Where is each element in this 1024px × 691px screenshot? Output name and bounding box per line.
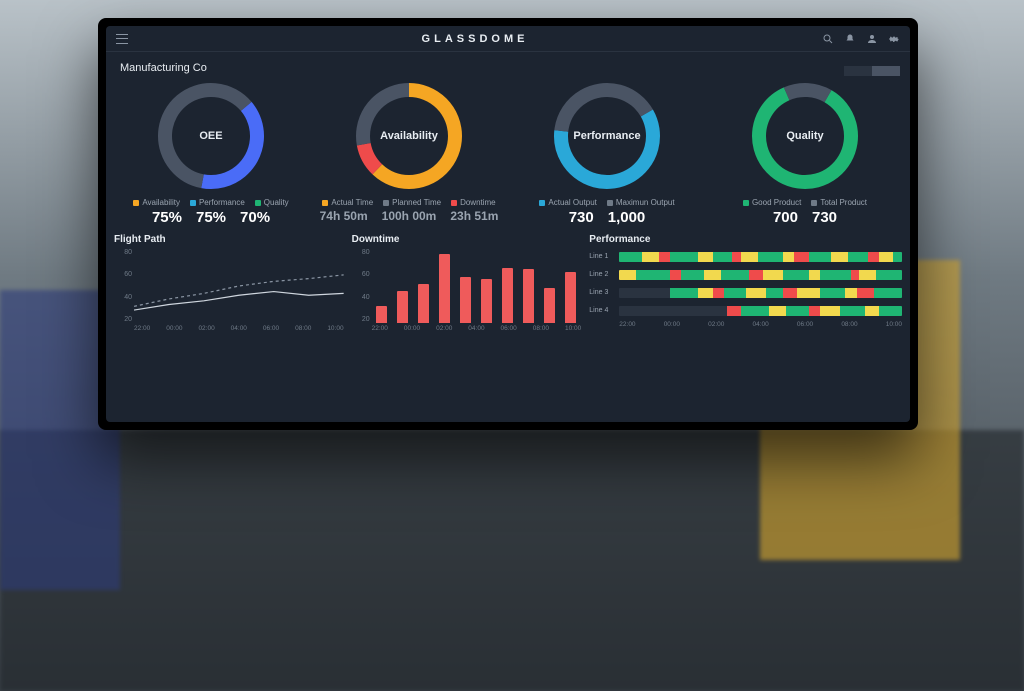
donut-label: OEE	[155, 80, 267, 192]
topbar: GLASSDOME	[106, 26, 910, 52]
downtime-chart: Downtime 80604020 22:0000:0002:0004:0006…	[352, 234, 584, 337]
downtime-bar	[544, 288, 555, 323]
perf-line-row: Line 2	[589, 267, 902, 282]
metrics: 75%75%70%	[152, 209, 270, 226]
flight-path-chart: Flight Path 80604020 22:0000:0002:0004:0…	[114, 234, 346, 337]
donut: Availability	[353, 80, 465, 192]
gauge-quality: Quality Good ProductTotal Product 700730	[706, 76, 904, 226]
user-icon[interactable]	[866, 33, 878, 45]
downtime-bar	[523, 269, 534, 323]
perf-line-label: Line 2	[589, 271, 619, 278]
legend-item: Quality	[255, 198, 289, 207]
legend-item: Downtime	[451, 198, 496, 207]
downtime-bar	[397, 291, 408, 323]
legend-item: Maximun Output	[607, 198, 675, 207]
chart-title: Performance	[589, 234, 902, 245]
legend-item: Actual Time	[322, 198, 373, 207]
downtime-bar	[502, 268, 513, 324]
chart-title: Flight Path	[114, 234, 346, 245]
metrics: 730 1,000	[569, 209, 646, 226]
perf-line-label: Line 3	[589, 289, 619, 296]
legend-item: Planned Time	[383, 198, 441, 207]
metric-value: 730	[569, 209, 594, 226]
dashboard-screen: GLASSDOME Manufacturing Co OEE Availabil…	[106, 26, 910, 422]
search-icon[interactable]	[822, 33, 834, 45]
gauges-row: OEE AvailabilityPerformanceQuality 75%75…	[106, 76, 910, 226]
metric-value: 1,000	[608, 209, 646, 226]
gear-icon[interactable]	[888, 33, 900, 45]
legend-item: Good Product	[743, 198, 801, 207]
metric-value: 700	[773, 209, 798, 226]
legend: Actual Time Planned Time Downtime	[322, 198, 495, 207]
metric-value: 70%	[240, 209, 270, 226]
metric-value: 23h 51m	[450, 209, 498, 223]
metric-value: 75%	[152, 209, 182, 226]
donut-label: Performance	[551, 80, 663, 192]
perf-line-label: Line 1	[589, 253, 619, 260]
donut: Quality	[749, 80, 861, 192]
downtime-bar	[439, 254, 450, 323]
downtime-bar	[418, 284, 429, 323]
gauge-performance: Performance Actual OutputMaximun Output …	[508, 76, 706, 226]
monitor-frame: GLASSDOME Manufacturing Co OEE Availabil…	[98, 18, 918, 430]
perf-line-label: Line 4	[589, 307, 619, 314]
perf-line-row: Line 3	[589, 285, 902, 300]
downtime-bar	[460, 277, 471, 323]
metric-value: 100h 00m	[382, 209, 437, 223]
bell-icon[interactable]	[844, 33, 856, 45]
metrics: 700730	[773, 209, 837, 226]
topbar-icons	[822, 33, 900, 45]
charts-row: Flight Path 80604020 22:0000:0002:0004:0…	[106, 226, 910, 341]
view-toggle[interactable]	[844, 66, 900, 76]
chart-title: Downtime	[352, 234, 584, 245]
donut: Performance	[551, 80, 663, 192]
perf-line-row: Line 1	[589, 249, 902, 264]
menu-icon[interactable]	[116, 34, 128, 44]
gauge-availability: Availability Actual Time Planned Time Down…	[310, 76, 508, 226]
downtime-bar	[376, 306, 387, 323]
downtime-bar	[565, 272, 576, 323]
brand-title: GLASSDOME	[128, 33, 822, 45]
metric-value: 74h 50m	[320, 209, 368, 223]
legend-item: Availability	[133, 198, 180, 207]
donut-label: Availability	[353, 80, 465, 192]
performance-lines-chart: Performance Line 1Line 2Line 3Line 422:0…	[589, 234, 902, 337]
downtime-bar	[481, 279, 492, 323]
perf-line-row: Line 4	[589, 303, 902, 318]
gauge-oee: OEE AvailabilityPerformanceQuality 75%75…	[112, 76, 310, 226]
donut: OEE	[155, 80, 267, 192]
donut-label: Quality	[749, 80, 861, 192]
metrics: 74h 50m 100h 00m 23h 51m	[320, 209, 499, 223]
